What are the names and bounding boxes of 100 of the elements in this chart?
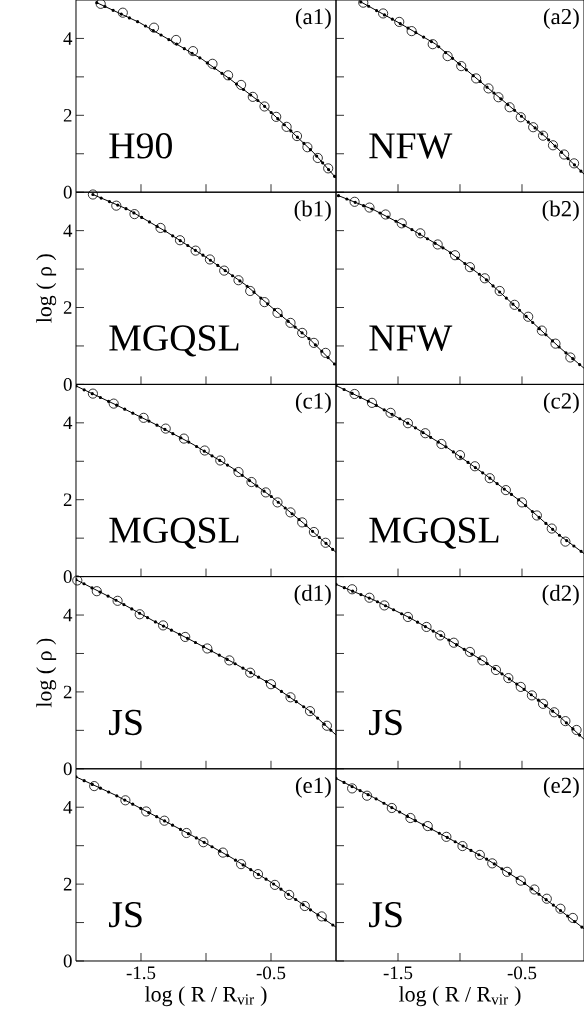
point <box>432 239 443 250</box>
y-tick-label: 4 <box>63 224 73 237</box>
point <box>541 893 552 904</box>
point <box>236 79 247 90</box>
point <box>441 831 452 842</box>
point <box>219 265 230 276</box>
point <box>281 121 292 132</box>
point <box>292 131 302 142</box>
y-tick-label: 2 <box>63 301 72 314</box>
annotation: (e1) <box>295 776 331 798</box>
point <box>285 692 296 703</box>
point <box>560 716 571 727</box>
point <box>271 111 282 122</box>
point <box>72 575 83 586</box>
point <box>155 222 166 233</box>
point <box>171 34 182 45</box>
point <box>555 903 566 914</box>
point <box>246 477 257 488</box>
point <box>471 73 482 84</box>
point <box>569 158 580 169</box>
point <box>323 163 334 174</box>
point <box>308 337 319 348</box>
point <box>224 655 235 666</box>
point <box>320 537 331 548</box>
point <box>386 803 397 813</box>
annotation: (c1) <box>295 392 331 414</box>
x-axis-title: log ( R / R$_{vir}$ ) <box>399 986 521 1007</box>
point <box>531 510 542 521</box>
point <box>87 189 98 200</box>
point <box>138 412 149 423</box>
point <box>442 51 453 62</box>
point <box>233 467 244 478</box>
point <box>308 527 319 537</box>
point <box>515 112 526 123</box>
y-tick-label: 2 <box>63 685 72 699</box>
point <box>421 621 432 632</box>
point <box>362 790 372 801</box>
point <box>483 83 494 94</box>
point <box>515 681 526 692</box>
point <box>464 646 475 657</box>
point <box>302 142 313 153</box>
point <box>402 418 413 429</box>
point <box>199 445 210 456</box>
point <box>487 858 498 869</box>
point <box>108 398 119 409</box>
x-tick-label: -0.5 <box>256 966 286 980</box>
point <box>379 600 390 611</box>
annotation: (c2) <box>543 392 579 414</box>
y-tick-label: 2 <box>63 493 72 506</box>
point <box>305 706 315 717</box>
y-tick-label: 0 <box>63 762 72 776</box>
point <box>134 609 145 620</box>
point <box>479 273 490 284</box>
point <box>160 423 171 434</box>
point <box>385 407 396 418</box>
point <box>284 889 295 900</box>
point <box>272 307 283 318</box>
annotation: MGQSL <box>109 325 239 357</box>
y-tick-label: 2 <box>63 877 72 891</box>
annotation: NFW <box>369 325 453 351</box>
point <box>259 297 270 308</box>
point <box>111 200 122 211</box>
point <box>198 837 209 848</box>
point <box>89 781 100 792</box>
point <box>415 228 426 239</box>
point <box>117 7 128 18</box>
point <box>129 209 140 220</box>
point <box>312 152 323 163</box>
point <box>285 507 296 518</box>
point <box>175 235 185 246</box>
point <box>517 497 527 508</box>
annotation: (d1) <box>294 584 331 606</box>
annotation: (b2) <box>542 200 579 222</box>
annotation: MGQSL <box>369 517 499 549</box>
point <box>349 389 360 399</box>
annotation: (a2) <box>543 8 579 29</box>
y-tick-label: 0 <box>63 570 72 583</box>
point <box>120 795 131 806</box>
point <box>320 347 331 358</box>
point <box>456 61 467 72</box>
point <box>190 245 201 256</box>
point <box>364 592 375 603</box>
point <box>402 611 413 622</box>
annotation: (e2) <box>543 776 579 798</box>
point <box>422 821 433 832</box>
point <box>427 39 438 50</box>
point <box>112 595 123 606</box>
point <box>180 631 191 642</box>
point <box>515 875 526 886</box>
point <box>548 140 558 151</box>
point <box>245 285 256 296</box>
point <box>565 352 576 363</box>
point <box>347 584 358 595</box>
x-tick-label: -1.5 <box>126 966 156 980</box>
y-tick-label: 2 <box>63 109 72 122</box>
point <box>364 202 375 213</box>
point <box>567 912 578 923</box>
point <box>272 497 283 508</box>
point <box>188 46 198 57</box>
point <box>207 58 218 69</box>
